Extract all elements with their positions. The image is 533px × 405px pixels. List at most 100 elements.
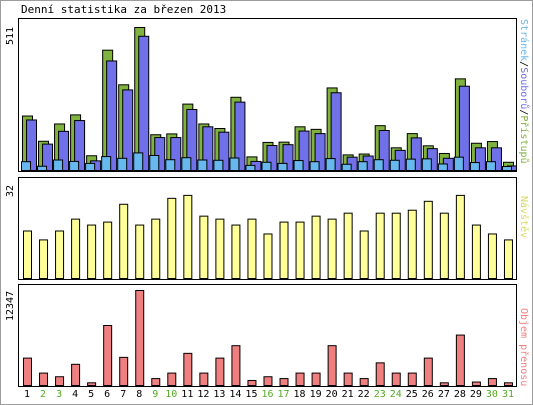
- visits-bar-7: [119, 203, 129, 279]
- pages-bar-19: [309, 161, 320, 171]
- pages-bar-23: [373, 159, 384, 171]
- pages-bar-14: [229, 157, 240, 171]
- x-tick-label-13: 13: [213, 389, 226, 400]
- x-tick-label-5: 5: [88, 389, 95, 400]
- x-tick-label-16: 16: [261, 389, 274, 400]
- pages-bar-11: [181, 157, 192, 171]
- pages-bar-28: [453, 156, 464, 171]
- files-bar-16: [266, 145, 278, 171]
- kbytes-bar-21: [343, 372, 353, 386]
- x-tick-label-19: 19: [309, 389, 322, 400]
- pages-bar-10: [165, 159, 176, 171]
- pages-bar-16: [261, 161, 272, 171]
- visits-bar-12: [199, 215, 209, 279]
- hits-ymax-label: 511: [5, 26, 16, 45]
- visits-bar-18: [295, 221, 305, 279]
- visits-legend: Návštěv: [518, 196, 529, 238]
- kbytes-bar-6: [103, 324, 113, 386]
- visits-bar-16: [263, 233, 273, 279]
- kbytes-bar-20: [327, 345, 337, 386]
- pages-bar-9: [149, 154, 160, 171]
- pages-bar-6: [101, 156, 112, 171]
- x-tick-label-17: 17: [277, 389, 290, 400]
- x-tick-label-8: 8: [136, 389, 143, 400]
- pages-bar-25: [405, 158, 416, 171]
- kbytes-bar-29: [471, 381, 481, 386]
- kbytes-bar-5: [87, 382, 97, 386]
- files-bar-2: [42, 143, 54, 171]
- files-bar-8: [138, 35, 150, 171]
- legend-files: Souborů: [518, 67, 529, 110]
- kbytes-bar-27: [439, 382, 449, 386]
- x-tick-label-10: 10: [165, 389, 178, 400]
- x-tick-label-2: 2: [40, 389, 47, 400]
- pages-bar-27: [437, 163, 448, 171]
- files-bar-12: [202, 126, 214, 171]
- pages-bar-3: [53, 159, 64, 171]
- x-tick-label-29: 29: [469, 389, 482, 400]
- visits-bar-25: [407, 209, 417, 279]
- kbytes-bar-9: [151, 378, 161, 386]
- files-bar-11: [186, 108, 198, 171]
- x-tick-label-15: 15: [245, 389, 258, 400]
- pages-bar-29: [469, 162, 480, 171]
- visits-ymax-label: 32: [5, 184, 16, 197]
- files-bar-13: [218, 131, 230, 171]
- files-bar-30: [490, 147, 502, 171]
- pages-bar-17: [277, 162, 288, 171]
- x-tick-label-6: 6: [104, 389, 111, 400]
- x-tick-label-30: 30: [485, 389, 498, 400]
- files-bar-19: [314, 133, 326, 171]
- x-tick-label-31: 31: [501, 389, 514, 400]
- visits-bar-5: [87, 224, 97, 279]
- pages-bar-26: [421, 158, 432, 171]
- files-bar-7: [122, 89, 134, 171]
- kbytes-ymax-label: 12347: [5, 290, 16, 321]
- visits-bar-10: [167, 197, 177, 279]
- x-tick-label-14: 14: [229, 389, 242, 400]
- visits-bar-24: [391, 212, 401, 279]
- files-bar-17: [282, 144, 294, 171]
- visits-bar-8: [135, 224, 145, 279]
- legend-pages: Stránek: [518, 19, 529, 62]
- pages-bar-24: [389, 159, 400, 171]
- kbytes-bar-11: [183, 352, 193, 386]
- kbytes-bar-30: [487, 378, 497, 386]
- visits-bar-27: [439, 212, 449, 279]
- files-bar-20: [330, 92, 342, 171]
- pages-bar-21: [341, 163, 352, 171]
- visits-bar-23: [375, 212, 385, 279]
- files-bar-4: [74, 120, 86, 171]
- legend-kbytes: Objem přenosu: [518, 308, 529, 387]
- x-tick-label-12: 12: [197, 389, 210, 400]
- visits-bar-31: [503, 239, 513, 279]
- visits-bar-4: [71, 218, 81, 279]
- kbytes-legend: Objem přenosu: [518, 308, 529, 386]
- visits-bar-13: [215, 218, 225, 279]
- visits-bar-29: [471, 224, 481, 279]
- pages-bar-30: [485, 161, 496, 171]
- pages-bar-7: [117, 157, 128, 171]
- pages-bar-31: [501, 166, 512, 171]
- visits-bar-6: [103, 221, 113, 279]
- kbytes-bar-18: [295, 372, 305, 386]
- pages-bar-15: [245, 164, 256, 171]
- x-tick-label-27: 27: [437, 389, 450, 400]
- kbytes-bar-8: [135, 290, 145, 386]
- kbytes-bar-13: [215, 357, 225, 386]
- x-tick-label-26: 26: [421, 389, 434, 400]
- files-bar-29: [474, 147, 486, 171]
- files-bar-25: [410, 137, 422, 171]
- kbytes-bar-28: [455, 334, 465, 386]
- visits-bar-14: [231, 224, 241, 279]
- kbytes-bar-26: [423, 357, 433, 386]
- pages-bar-20: [325, 158, 336, 171]
- visits-bar-17: [279, 221, 289, 279]
- x-tick-label-3: 3: [56, 389, 63, 400]
- hits-legend: Stránek/Souborů/Přístupů: [518, 19, 529, 164]
- kbytes-plot: [18, 284, 517, 387]
- kbytes-bar-1: [23, 357, 32, 386]
- kbytes-bar-22: [359, 378, 369, 386]
- chart-title: Denní statistika za březen 2013: [21, 3, 227, 16]
